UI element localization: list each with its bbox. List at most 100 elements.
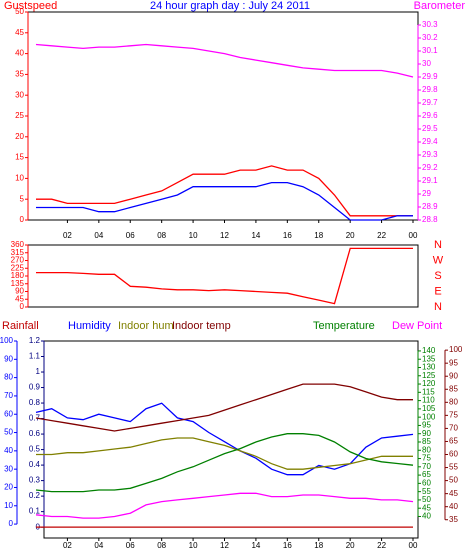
y-tick-label: 80	[449, 397, 458, 406]
y-tick-label: 75	[422, 454, 431, 463]
x-tick-label: 06	[126, 231, 135, 240]
x-tick-label: 08	[157, 231, 166, 240]
x-tick-label: 18	[314, 541, 323, 550]
y-tick-label: 75	[449, 410, 458, 419]
x-tick-label: 12	[220, 231, 229, 240]
y-tick-label: 90	[4, 354, 13, 363]
y-tick-label: 40	[449, 502, 458, 511]
y-tick-label: 35	[15, 70, 24, 79]
y-tick-label: 0.1	[29, 507, 41, 516]
y-tick-label: 30	[4, 464, 13, 473]
y-tick-label: 125	[422, 371, 436, 380]
y-tick-label: 50	[449, 476, 458, 485]
y-tick-label: 1.2	[29, 336, 41, 345]
y-tick-label: 95	[422, 421, 431, 430]
y-tick-label: 135	[422, 354, 436, 363]
y-tick-label: 100	[449, 345, 463, 354]
y-tick-label: 105	[422, 404, 436, 413]
y-tick-label: 0.6	[29, 429, 41, 438]
compass-label: W	[433, 254, 444, 266]
legend-label: Dew Point	[392, 320, 442, 332]
y-tick-label: 30	[15, 90, 24, 99]
y-tick-label: 30.1	[422, 46, 438, 55]
x-tick-label: 16	[283, 231, 292, 240]
y-tick-label: 55	[422, 487, 431, 496]
y-tick-label: 35	[449, 515, 458, 524]
compass-label: N	[434, 239, 442, 251]
x-tick-label: 12	[220, 541, 229, 550]
y-tick-label: 85	[449, 384, 458, 393]
x-tick-label: 14	[251, 541, 260, 550]
compass-label: S	[434, 270, 441, 282]
y-tick-label: 180	[11, 271, 25, 280]
y-tick-label: 70	[449, 424, 458, 433]
x-tick-label: 04	[94, 231, 103, 240]
y-tick-label: 90	[422, 429, 431, 438]
legend-label: Indoor temp	[172, 320, 231, 332]
y-tick-label: 140	[422, 346, 436, 355]
y-tick-label: 70	[422, 462, 431, 471]
data-line	[35, 383, 413, 432]
y-tick-label: 0.4	[29, 460, 41, 469]
y-tick-label: 0	[9, 519, 14, 528]
y-tick-label: 130	[422, 363, 436, 372]
y-tick-label: 1.1	[29, 352, 41, 361]
y-tick-label: 0	[20, 302, 25, 311]
compass-label: E	[434, 285, 441, 297]
x-tick-label: 06	[126, 541, 135, 550]
y-tick-label: 100	[422, 412, 436, 421]
y-tick-label: 40	[422, 512, 431, 521]
x-tick-label: 22	[377, 231, 386, 240]
y-tick-label: 0.7	[29, 414, 41, 423]
data-line	[36, 165, 413, 217]
y-tick-label: 0.2	[29, 491, 41, 500]
data-line	[36, 437, 413, 470]
compass-label: N	[434, 301, 442, 313]
y-tick-label: 50	[422, 495, 431, 504]
y-tick-label: 29.1	[422, 176, 438, 185]
y-tick-label: 20	[4, 483, 13, 492]
data-line	[36, 247, 413, 305]
y-tick-label: 80	[422, 445, 431, 454]
y-tick-label: 135	[11, 279, 25, 288]
y-tick-label: 45	[422, 503, 431, 512]
y-tick-label: 50	[4, 428, 13, 437]
y-tick-label: 29	[422, 189, 431, 198]
y-tick-label: 29.3	[422, 150, 438, 159]
y-tick-label: 45	[449, 489, 458, 498]
y-tick-label: 29.6	[422, 111, 438, 120]
legend-label: Humidity	[68, 320, 111, 332]
x-tick-label: 00	[409, 231, 418, 240]
data-line	[35, 492, 414, 519]
y-tick-label: 0.8	[29, 398, 41, 407]
y-tick-label: 40	[15, 49, 24, 58]
y-tick-label: 29.2	[422, 163, 438, 172]
legend-label: Temperature	[313, 320, 375, 332]
y-tick-label: 10	[15, 174, 24, 183]
legend-label: Gustspeed	[4, 0, 57, 12]
x-tick-label: 08	[157, 541, 166, 550]
y-tick-label: 30	[422, 59, 431, 68]
y-tick-label: 100	[0, 336, 14, 345]
x-tick-label: 00	[409, 541, 418, 550]
data-line	[35, 43, 414, 78]
y-tick-label: 29.9	[422, 72, 438, 81]
y-tick-label: 0	[20, 215, 25, 224]
y-tick-label: 29.5	[422, 124, 438, 133]
y-tick-label: 29.8	[422, 85, 438, 94]
data-line	[35, 433, 414, 493]
y-tick-label: 50	[15, 7, 24, 16]
y-tick-label: 270	[11, 256, 25, 265]
legend-label: Indoor hum	[118, 320, 174, 332]
y-tick-label: 45	[15, 294, 24, 303]
y-tick-label: 80	[4, 373, 13, 382]
y-tick-label: 70	[4, 391, 13, 400]
y-tick-label: 1	[36, 367, 41, 376]
y-tick-label: 225	[11, 263, 25, 272]
y-tick-label: 85	[422, 437, 431, 446]
y-tick-label: 29.7	[422, 98, 438, 107]
y-tick-label: 30.2	[422, 33, 438, 42]
y-tick-label: 0.9	[29, 383, 41, 392]
x-tick-label: 14	[251, 231, 260, 240]
